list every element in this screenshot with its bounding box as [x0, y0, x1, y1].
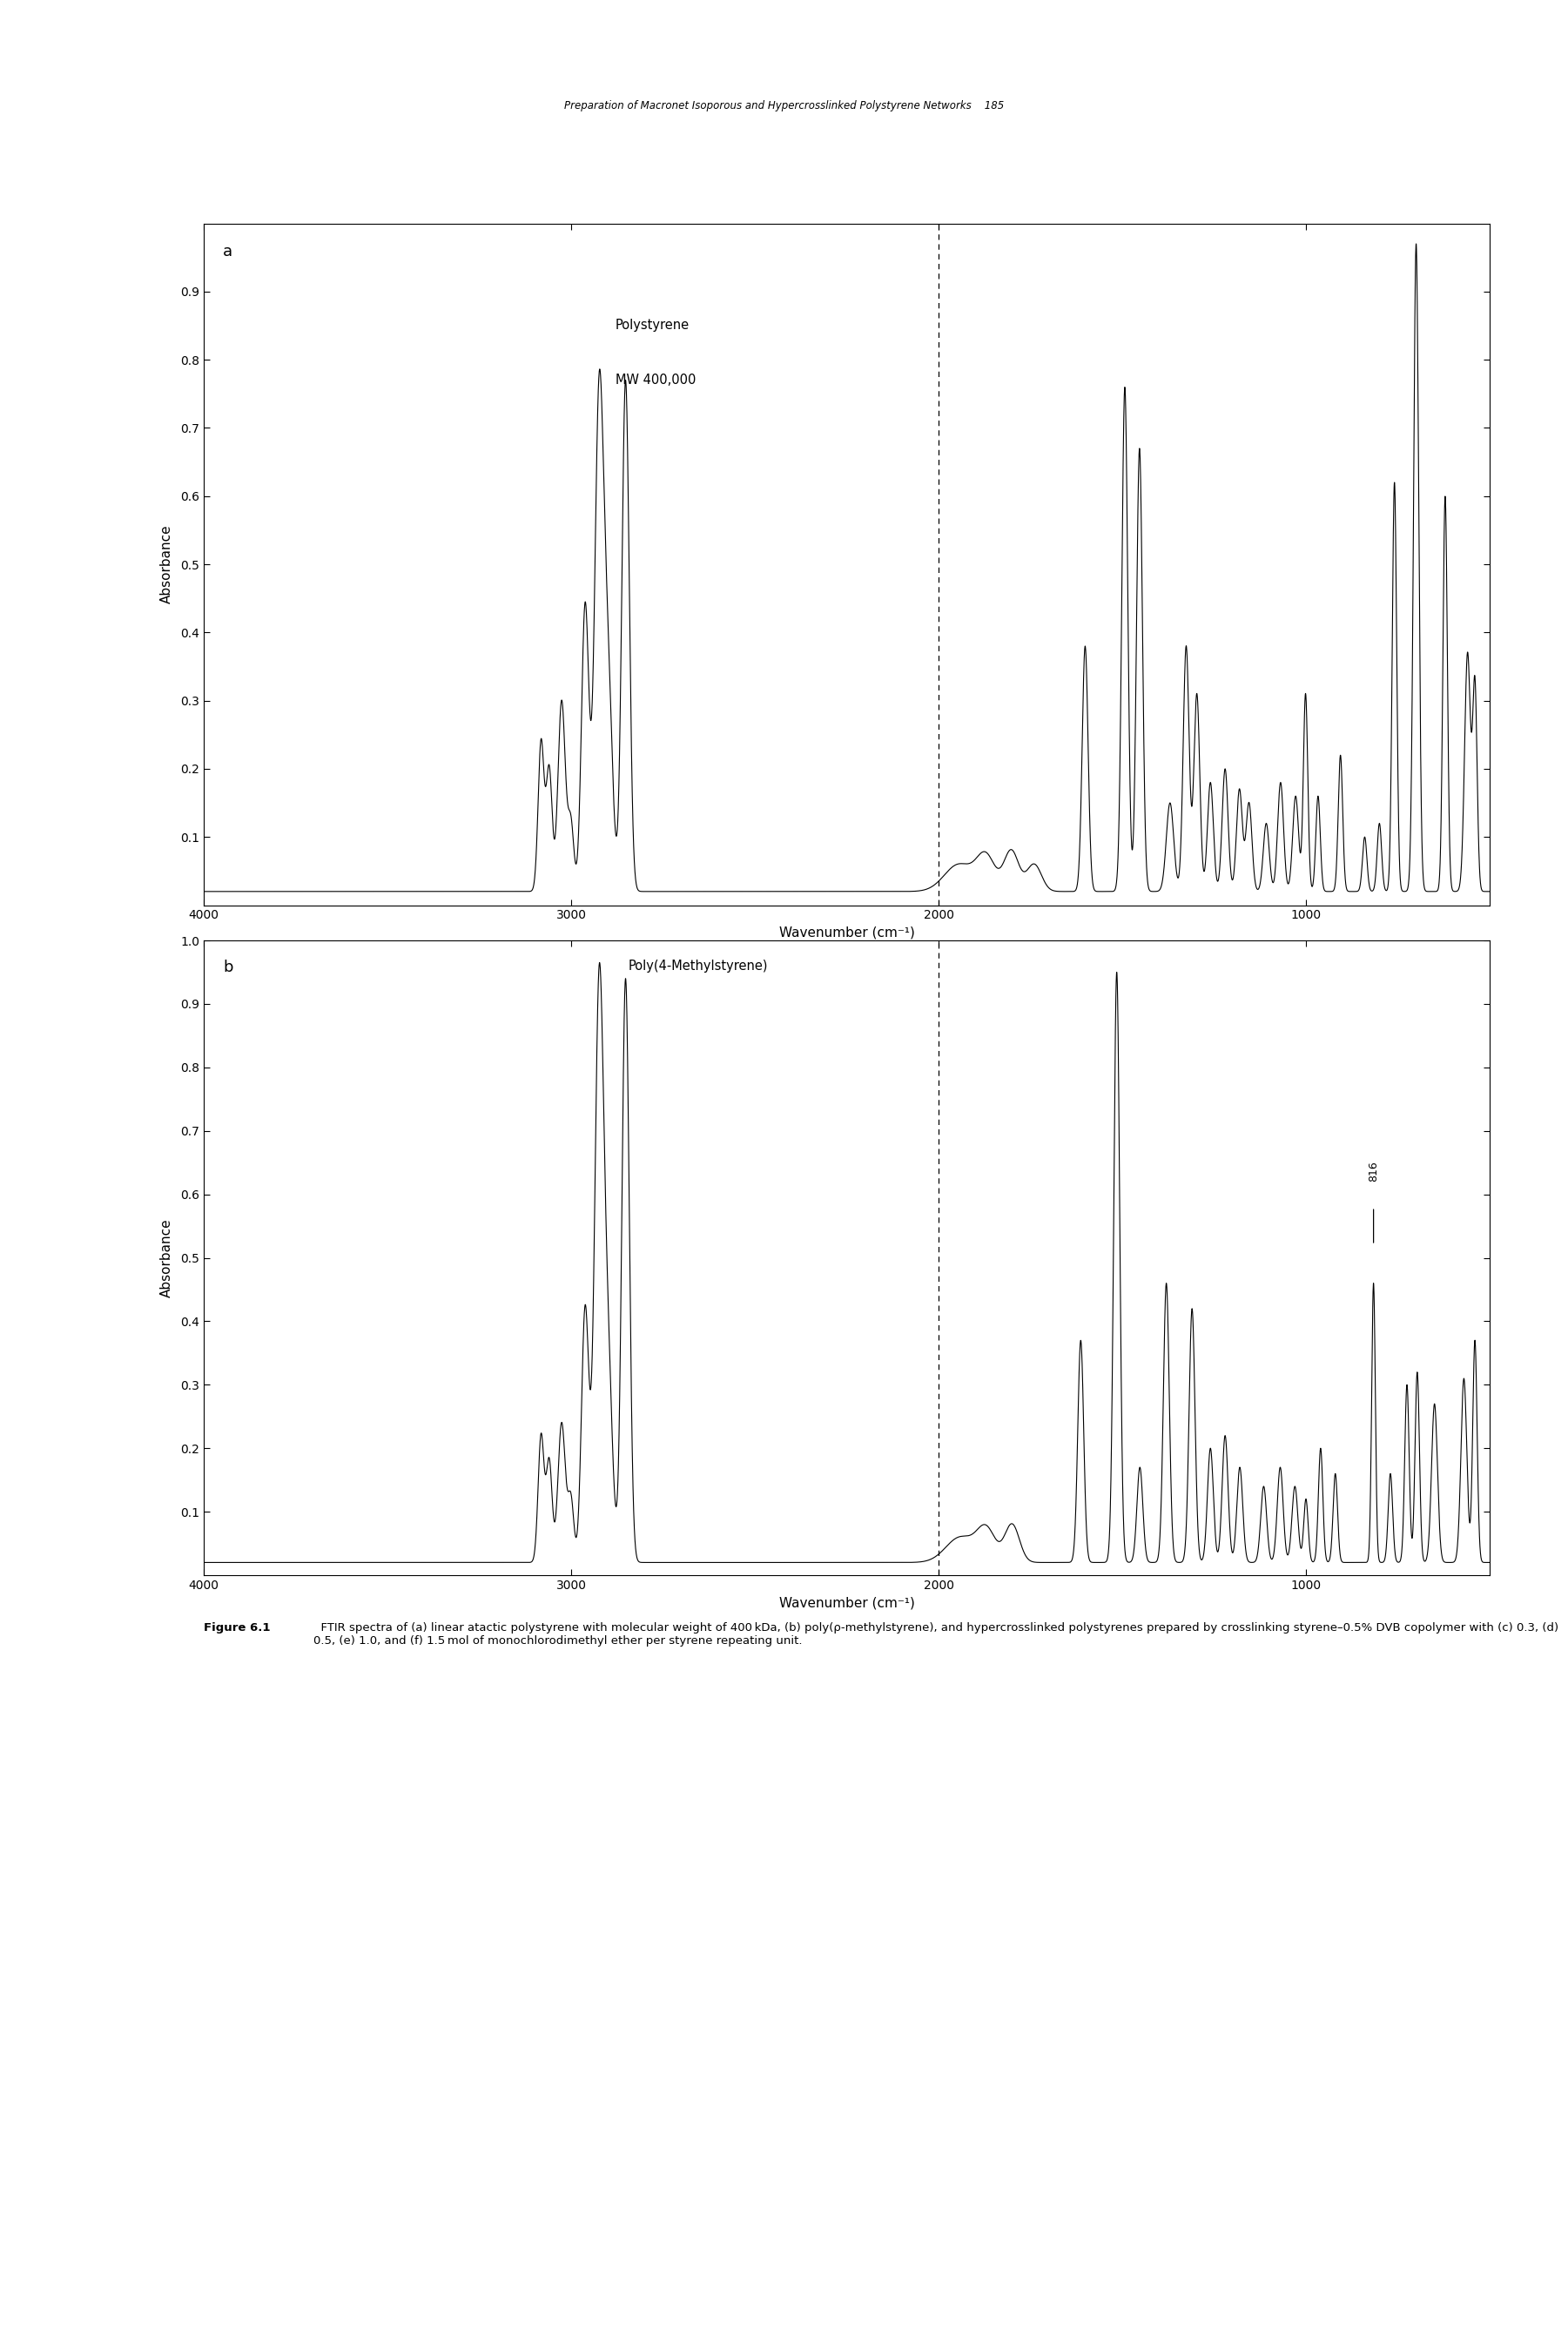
X-axis label: Wavenumber (cm⁻¹): Wavenumber (cm⁻¹): [779, 926, 914, 940]
Text: Figure 6.1: Figure 6.1: [204, 1622, 270, 1634]
Text: MW 400,000: MW 400,000: [615, 374, 696, 386]
Text: 816: 816: [1367, 1161, 1380, 1183]
Y-axis label: Absorbance: Absorbance: [160, 524, 172, 604]
Text: a: a: [223, 245, 232, 259]
Text: Polystyrene: Polystyrene: [615, 320, 690, 331]
Text: FTIR spectra of (a) linear atactic polystyrene with molecular weight of 400 kDa,: FTIR spectra of (a) linear atactic polys…: [314, 1622, 1559, 1646]
X-axis label: Wavenumber (cm⁻¹): Wavenumber (cm⁻¹): [779, 1596, 914, 1610]
Text: b: b: [223, 959, 234, 976]
Text: Preparation of Macronet Isoporous and Hypercrosslinked Polystyrene Networks    1: Preparation of Macronet Isoporous and Hy…: [564, 101, 1004, 110]
Text: Poly(4-Methylstyrene): Poly(4-Methylstyrene): [629, 959, 768, 973]
Y-axis label: Absorbance: Absorbance: [160, 1218, 172, 1298]
